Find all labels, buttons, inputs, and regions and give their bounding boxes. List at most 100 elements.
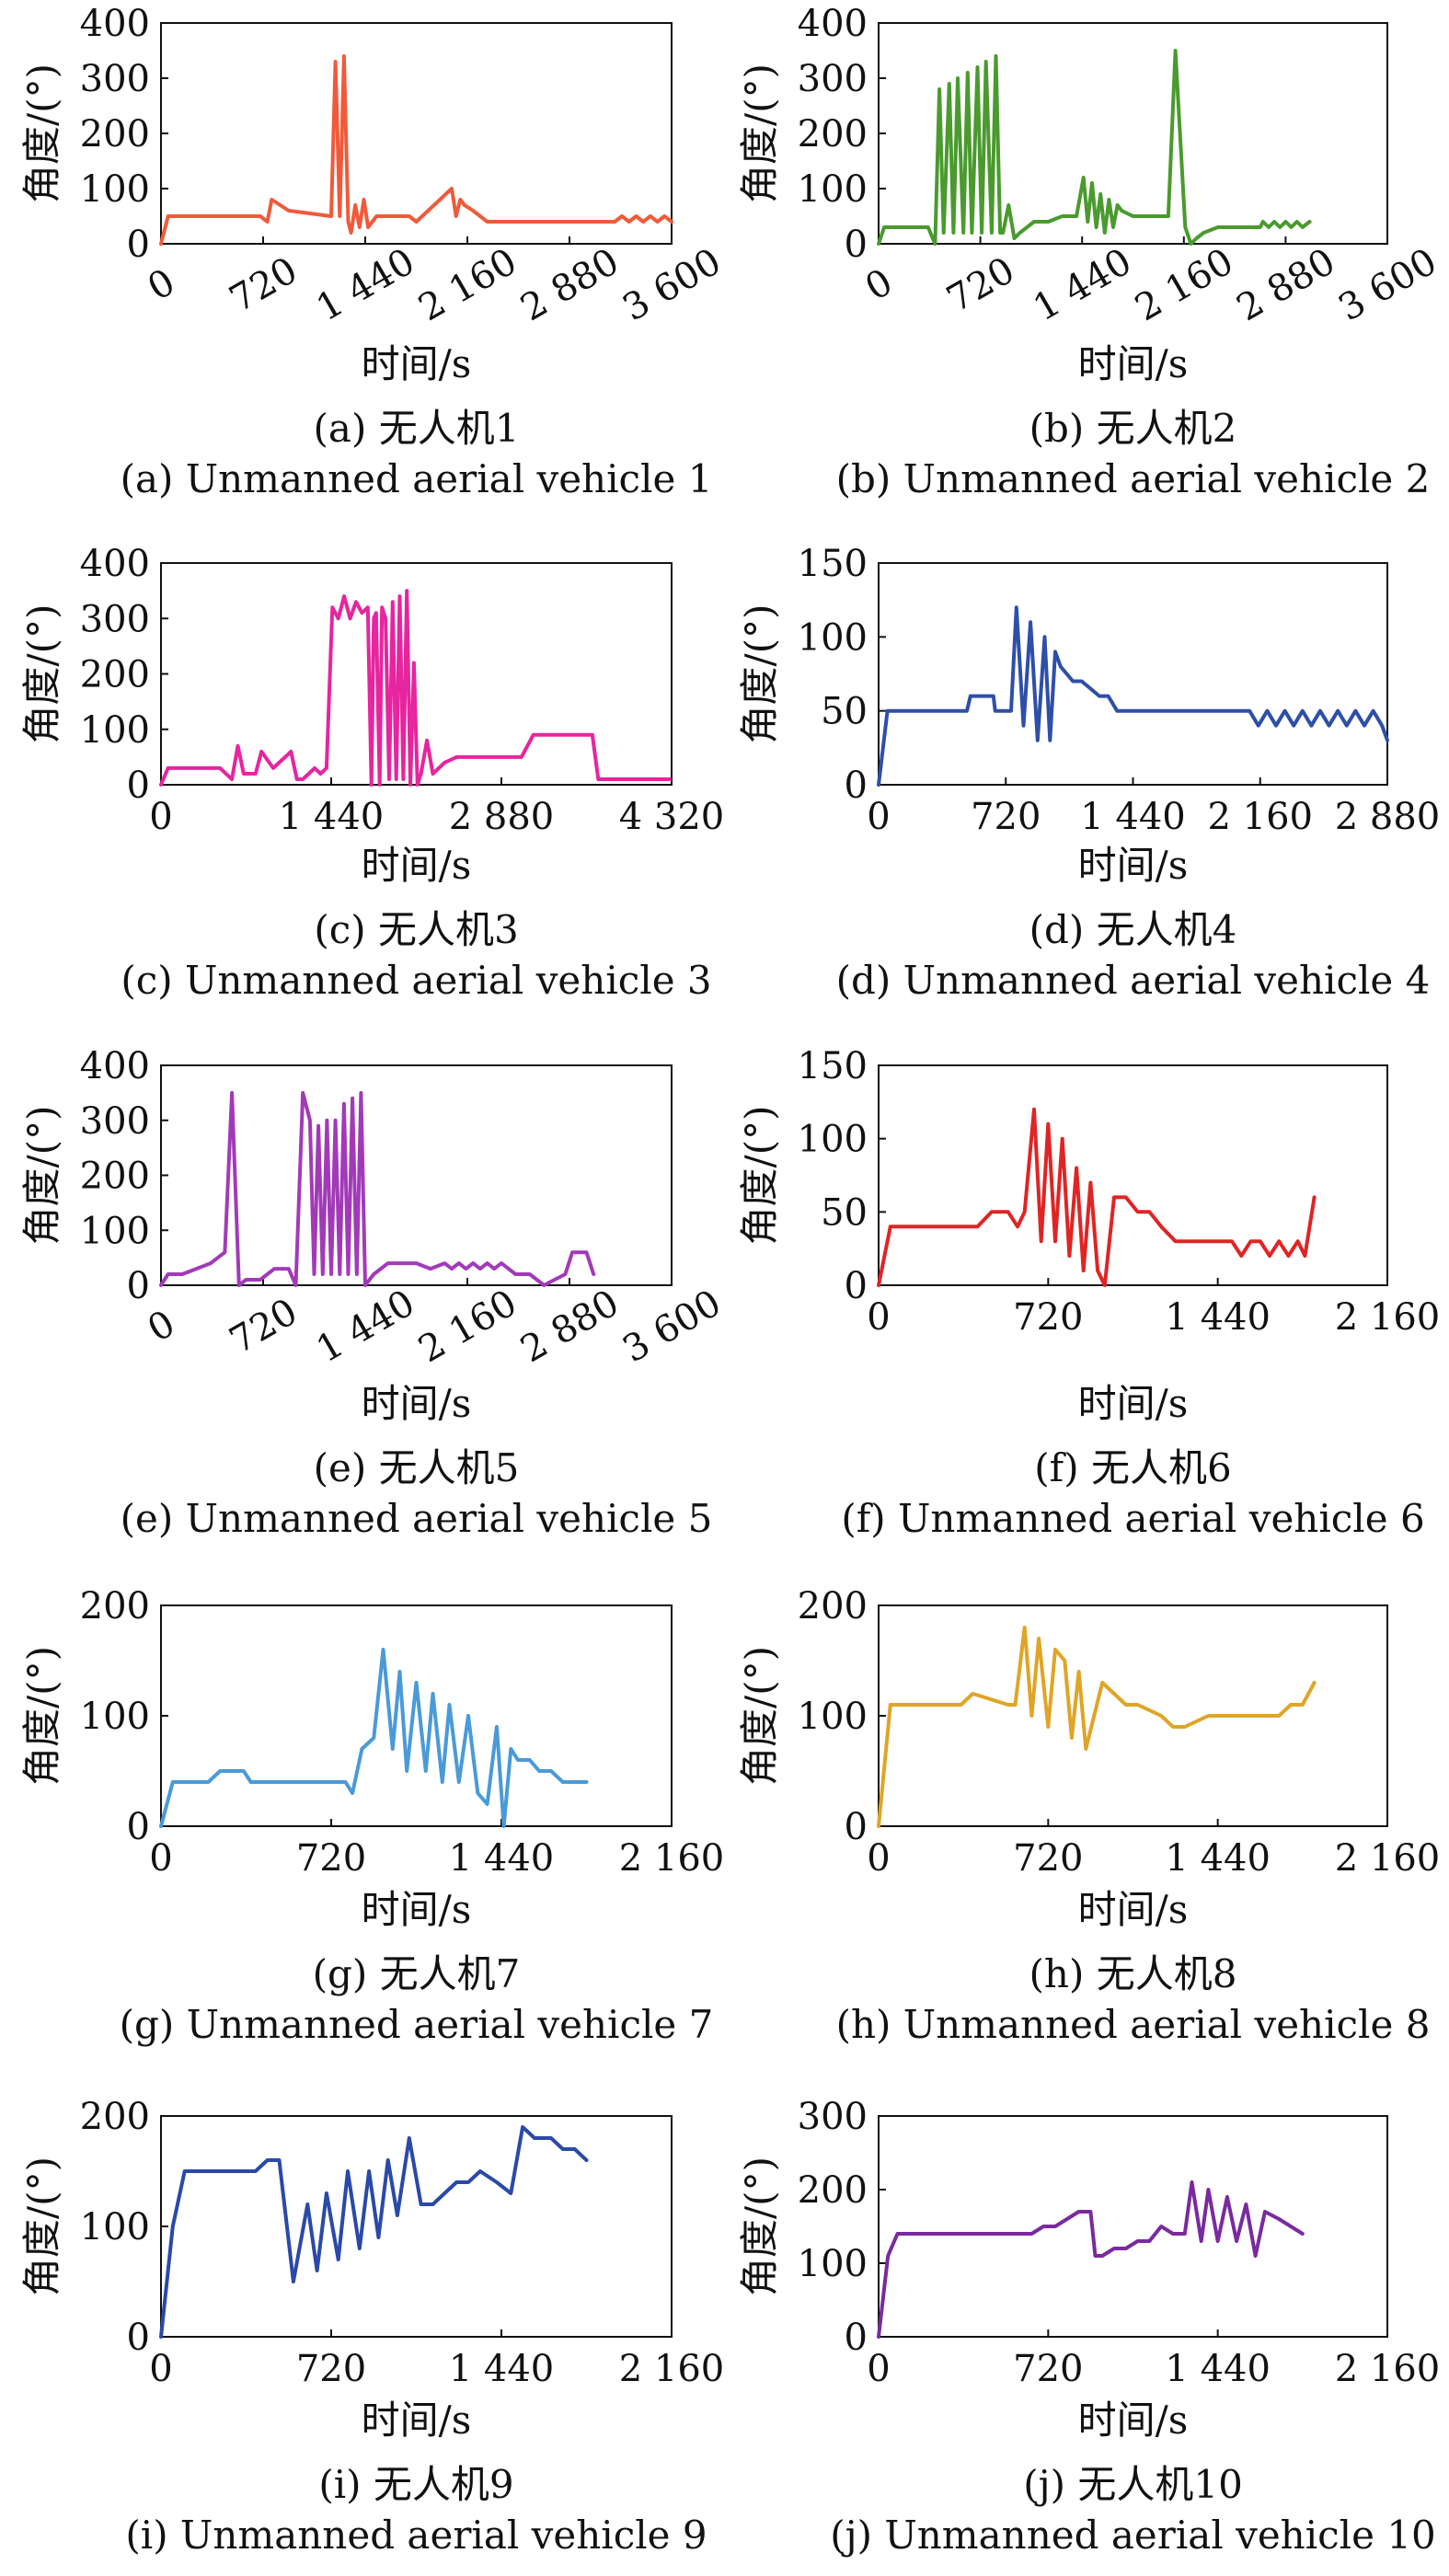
x-tick-label: 2 160 [1335,1296,1441,1339]
x-tick-label: 1 440 [309,240,421,329]
x-tick-label: 0 [149,2348,172,2390]
y-tick-label: 0 [845,1806,868,1848]
y-tick-label: 0 [845,765,868,807]
caption-en: (d) Unmanned aerial vehicle 4 [836,958,1431,1003]
series-line [159,2125,589,2339]
y-tick-label: 100 [798,1119,868,1161]
caption-en: (e) Unmanned aerial vehicle 5 [121,1496,713,1541]
x-tick-label: 0 [867,1837,890,1880]
y-tick-label: 150 [798,1045,868,1087]
y-tick-label: 400 [80,1045,150,1087]
x-tick-label: 3 600 [1331,240,1443,329]
series-line [159,589,672,787]
x-tick-label: 2 160 [411,240,523,329]
y-axis-title: 角度/(°) [19,1646,64,1786]
x-tick-label: 2 160 [1128,240,1240,329]
x-tick-label: 2 160 [1207,796,1313,838]
plot-frame [160,2115,673,2338]
x-axis-title: 时间/s [1078,341,1189,386]
y-tick-label: 200 [798,113,868,155]
caption-cn: (j) 无人机10 [1023,2462,1243,2507]
x-axis-title: 时间/s [362,341,472,386]
x-axis-title: 时间/s [362,1887,472,1932]
caption-en: (h) Unmanned aerial vehicle 8 [836,2002,1431,2047]
y-axis-title: 角度/(°) [737,1106,782,1246]
x-tick-label: 2 160 [619,1837,725,1880]
y-tick-label: 200 [798,1585,868,1627]
x-tick-label: 1 440 [449,2348,555,2390]
caption-cn: (d) 无人机4 [1029,907,1237,952]
x-axis-title: 时间/s [362,1381,472,1426]
series-line [877,605,1389,787]
caption-en: (c) Unmanned aerial vehicle 3 [121,958,711,1003]
x-tick-label: 720 [223,1291,305,1363]
x-tick-label: 2 880 [449,796,555,838]
series-line [159,54,673,246]
x-tick-label: 4 320 [619,796,725,838]
panel-j: 0 100 200 300 0 720 1 440 2 160 时间/s 角度/(°) (j) 无人… [737,2096,1440,2558]
y-axis-title: 角度/(°) [737,604,782,744]
plot-frame [878,1064,1388,1286]
y-tick-label: 0 [127,1265,150,1307]
x-axis-title: 时间/s [1078,843,1189,888]
x-tick-label: 720 [1013,2348,1083,2390]
caption-en: (f) Unmanned aerial vehicle 6 [841,1496,1424,1541]
y-tick-label: 100 [798,168,868,211]
x-tick-label: 2 880 [513,240,626,329]
x-tick-label: 1 440 [279,796,385,838]
y-tick-label: 300 [80,1100,150,1143]
y-tick-label: 300 [798,58,868,100]
y-tick-label: 100 [80,709,150,752]
x-tick-label: 2 880 [513,1282,626,1371]
y-tick-label: 300 [80,58,150,100]
y-tick-label: 100 [80,1696,150,1738]
y-tick-label: 200 [80,2096,150,2138]
x-tick-label: 1 440 [449,1837,555,1880]
y-tick-label: 400 [80,3,150,45]
x-tick-label: 720 [296,1837,366,1880]
caption-cn: (f) 无人机6 [1034,1445,1231,1490]
plot-frame [160,22,673,245]
x-tick-label: 3 600 [615,1282,728,1371]
x-tick-label: 1 440 [309,1282,421,1371]
y-tick-label: 100 [798,616,868,659]
y-tick-label: 0 [127,765,150,807]
y-axis-title: 角度/(°) [737,1646,782,1786]
y-tick-label: 100 [80,1210,150,1252]
y-tick-label: 50 [821,691,868,733]
caption-cn: (a) 无人机1 [314,406,520,451]
y-tick-label: 0 [845,1265,868,1307]
y-tick-label: 0 [127,224,150,266]
x-tick-label: 720 [940,249,1022,321]
x-axis-title: 时间/s [1078,1887,1189,1932]
series-line [877,49,1312,246]
caption-en: (g) Unmanned aerial vehicle 7 [120,2002,714,2047]
caption-en: (j) Unmanned aerial vehicle 10 [830,2513,1436,2558]
x-tick-label: 0 [149,1837,172,1880]
caption-cn: (g) 无人机7 [313,1951,521,1996]
x-tick-label: 2 160 [1335,1837,1441,1880]
x-axis-title: 时间/s [362,843,472,888]
x-tick-label: 2 160 [1335,2348,1441,2390]
x-tick-label: 2 880 [1230,240,1342,329]
series-line [877,2180,1305,2339]
x-tick-label: 1 440 [1165,1296,1271,1339]
plot-frame [160,1604,673,1827]
y-axis-title: 角度/(°) [19,63,64,203]
caption-cn: (c) 无人机3 [314,907,518,952]
y-tick-label: 0 [127,1806,150,1848]
panel-g: 0 100 200 0 720 1 440 2 160 时间/s 角度/(°) (g) 无人机7 (… [19,1585,724,2047]
x-tick-label: 720 [971,796,1041,838]
x-tick-label: 0 [867,2348,890,2390]
series-line [877,1626,1317,1828]
y-tick-label: 100 [80,2206,150,2248]
caption-en: (i) Unmanned aerial vehicle 9 [125,2513,707,2558]
y-tick-label: 100 [798,2243,868,2285]
y-tick-label: 400 [80,543,150,585]
y-tick-label: 0 [127,2317,150,2359]
x-tick-label: 1 440 [1080,796,1186,838]
x-tick-label: 0 [149,796,172,838]
y-axis-title: 角度/(°) [737,2156,782,2296]
